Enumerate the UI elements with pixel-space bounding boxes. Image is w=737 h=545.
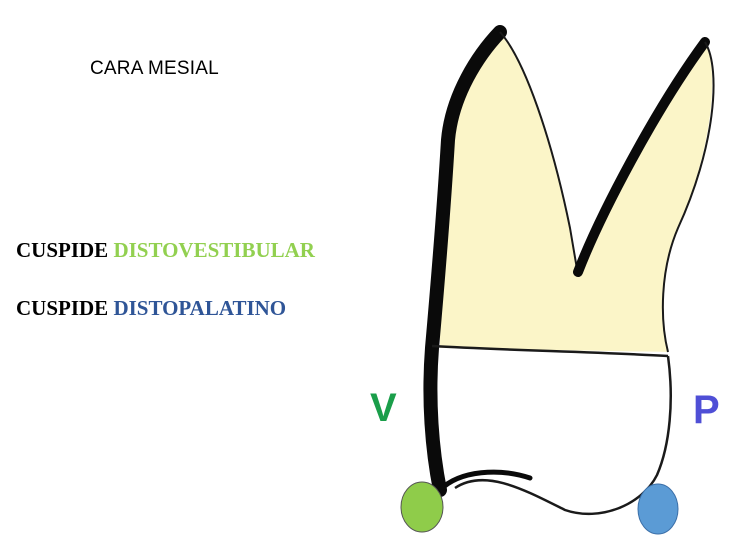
palatal-cusp-marker	[637, 483, 679, 535]
cusp-prefix: CUSPIDE	[16, 238, 109, 262]
cusp-label-distovestibular: CUSPIDE DISTOVESTIBULAR	[16, 238, 315, 263]
vestibular-side-label: V	[370, 386, 397, 430]
crown-fill	[432, 348, 670, 514]
vestibular-outline	[423, 25, 507, 497]
cusp-name-distopalatino: DISTOPALATINO	[113, 296, 287, 320]
root-inner-outline	[499, 31, 579, 276]
palatal-root-inner-outline	[573, 37, 710, 277]
crown-outline	[454, 355, 672, 516]
occlusal-outline	[437, 469, 533, 493]
cusp-name-distovestibular: DISTOVESTIBULAR	[113, 238, 315, 262]
cusp-prefix: CUSPIDE	[16, 296, 109, 320]
cusp-label-distopalatino: CUSPIDE DISTOPALATINO	[16, 296, 286, 321]
palatal-side-label: P	[693, 388, 720, 432]
cervical-line	[431, 344, 669, 358]
vestibular-cusp-marker	[400, 481, 444, 533]
root-fill	[440, 32, 713, 352]
page-title: CARA MESIAL	[90, 58, 219, 79]
palatal-root-outer-outline	[661, 41, 715, 353]
